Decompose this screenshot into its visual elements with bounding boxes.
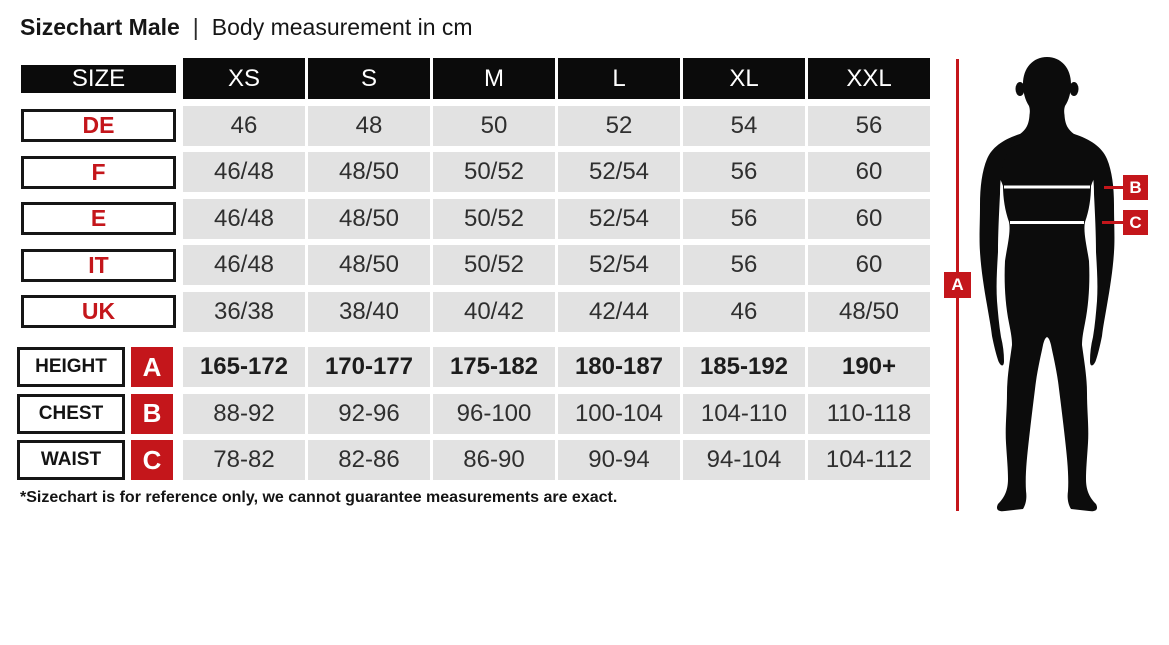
- table-cell: 50/52: [433, 245, 555, 285]
- table-cell: 104-110: [683, 393, 805, 434]
- table-cell: 56: [683, 152, 805, 192]
- table-cell: 88-92: [183, 393, 305, 434]
- table-cell: 165-172: [183, 347, 305, 387]
- row-label-uk: UK: [21, 295, 176, 328]
- table-cell: 48/50: [308, 245, 430, 285]
- table-cell: 180-187: [558, 347, 680, 387]
- waist-connector-line: [1102, 221, 1124, 224]
- table-cell: 40/42: [433, 291, 555, 332]
- waist-label: WAIST: [17, 440, 125, 480]
- measurement-row-chest-label: CHEST B: [17, 393, 180, 434]
- table-cell: 48: [308, 105, 430, 146]
- table-cell: 56: [683, 198, 805, 239]
- size-column-header-xl: XL: [683, 58, 805, 99]
- footnote: *Sizechart is for reference only, we can…: [20, 489, 618, 506]
- title-subtitle: Body measurement in cm: [211, 14, 473, 40]
- table-cell: 48/50: [308, 198, 430, 239]
- torso-head-legs-shape: [987, 57, 1107, 512]
- figure-marker-c: C: [1123, 210, 1148, 235]
- row-label-de: DE: [21, 109, 176, 142]
- title-main: Sizechart Male: [20, 14, 180, 40]
- size-table-header-size: SIZE: [21, 64, 176, 93]
- table-cell: 94-104: [683, 440, 805, 480]
- table-cell: 36/38: [183, 291, 305, 332]
- table-cell: 46/48: [183, 152, 305, 192]
- table-cell: 90-94: [558, 440, 680, 480]
- waist-line: [1010, 221, 1084, 224]
- size-table: SIZE XS S M L XL XXL DE 46 48 50 52 54 5…: [17, 58, 930, 332]
- table-cell: 46/48: [183, 198, 305, 239]
- title-separator: |: [192, 14, 199, 40]
- table-cell: 52/54: [558, 245, 680, 285]
- left-arm-shape: [979, 134, 1020, 366]
- marker-c-cell: C: [131, 440, 173, 480]
- row-label-it: IT: [21, 248, 176, 282]
- table-cell: 50/52: [433, 198, 555, 239]
- table-cell: 48/50: [308, 152, 430, 192]
- table-cell: 190+: [808, 347, 930, 387]
- measurement-row-height-label: HEIGHT A: [17, 347, 180, 387]
- marker-b-cell: B: [131, 393, 173, 434]
- table-cell: 52/54: [558, 152, 680, 192]
- table-cell: 100-104: [558, 393, 680, 434]
- table-cell: 78-82: [183, 440, 305, 480]
- table-cell: 54: [683, 105, 805, 146]
- table-cell: 48/50: [808, 291, 930, 332]
- table-cell: 92-96: [308, 393, 430, 434]
- table-cell: 170-177: [308, 347, 430, 387]
- table-cell: 50: [433, 105, 555, 146]
- size-column-header-xxl: XXL: [808, 58, 930, 99]
- table-cell: 185-192: [683, 347, 805, 387]
- measurement-row-waist-label: WAIST C: [17, 440, 180, 480]
- table-cell: 60: [808, 245, 930, 285]
- chest-line: [1004, 185, 1090, 189]
- table-cell: 52: [558, 105, 680, 146]
- figure-marker-a: A: [944, 272, 971, 298]
- size-column-header-xs: XS: [183, 58, 305, 99]
- table-cell: 46: [683, 291, 805, 332]
- table-cell: 46: [183, 105, 305, 146]
- right-arm-shape: [1074, 134, 1115, 366]
- table-cell: 96-100: [433, 393, 555, 434]
- row-label-f: F: [21, 155, 176, 189]
- marker-a-cell: A: [131, 347, 173, 387]
- table-cell: 82-86: [308, 440, 430, 480]
- table-cell: 50/52: [433, 152, 555, 192]
- table-cell: 52/54: [558, 198, 680, 239]
- row-label-e: E: [21, 202, 176, 235]
- table-cell: 46/48: [183, 245, 305, 285]
- table-cell: 56: [683, 245, 805, 285]
- table-cell: 86-90: [433, 440, 555, 480]
- height-label: HEIGHT: [17, 347, 125, 387]
- size-column-header-l: L: [558, 58, 680, 99]
- size-column-header-s: S: [308, 58, 430, 99]
- table-cell: 60: [808, 152, 930, 192]
- figure-marker-b: B: [1123, 175, 1148, 200]
- table-cell: 110-118: [808, 393, 930, 434]
- male-body-silhouette: [979, 57, 1115, 512]
- table-cell: 60: [808, 198, 930, 239]
- chest-connector-line: [1104, 186, 1124, 189]
- table-cell: 56: [808, 105, 930, 146]
- page-title: Sizechart Male | Body measurement in cm: [20, 14, 473, 41]
- table-cell: 42/44: [558, 291, 680, 332]
- table-cell: 175-182: [433, 347, 555, 387]
- measurement-table: HEIGHT A 165-172 170-177 175-182 180-187…: [17, 347, 930, 480]
- table-cell: 38/40: [308, 291, 430, 332]
- size-column-header-m: M: [433, 58, 555, 99]
- table-cell: 104-112: [808, 440, 930, 480]
- chest-label: CHEST: [17, 393, 125, 434]
